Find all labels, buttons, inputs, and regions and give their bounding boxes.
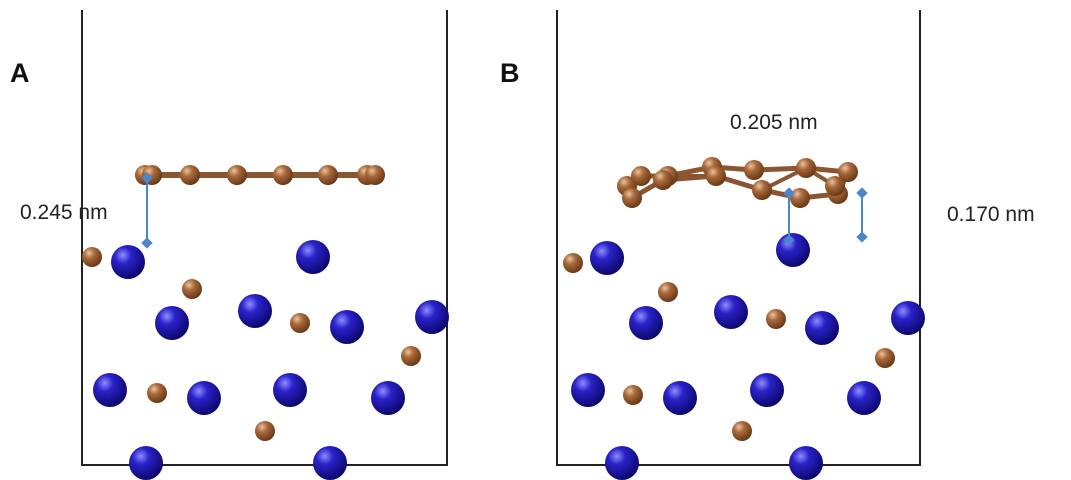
metal-atom xyxy=(663,381,697,415)
distance-marker-end xyxy=(856,231,867,242)
carbon-atom xyxy=(401,346,421,366)
metal-atom xyxy=(714,295,748,329)
carbon-atom xyxy=(825,176,845,196)
carbon-atom xyxy=(623,385,643,405)
figure: A B 0.245 nm 0.205 nm 0.170 nm xyxy=(0,0,1071,480)
metal-atom xyxy=(330,310,364,344)
carbon-atom xyxy=(796,158,816,178)
carbon-atom xyxy=(365,165,385,185)
metal-atom xyxy=(891,301,925,335)
carbon-atom xyxy=(732,421,752,441)
metal-atom xyxy=(629,306,663,340)
distance-label: 0.205 nm xyxy=(730,111,818,134)
metal-atom xyxy=(847,381,881,415)
metal-atom xyxy=(571,373,605,407)
carbon-atom xyxy=(766,309,786,329)
carbon-atom xyxy=(653,170,673,190)
metal-atom xyxy=(93,373,127,407)
metal-atom xyxy=(776,233,810,267)
metal-atom xyxy=(371,381,405,415)
carbon-atom xyxy=(255,421,275,441)
carbon-atom xyxy=(147,383,167,403)
metal-atom xyxy=(155,306,189,340)
metal-atom xyxy=(750,373,784,407)
carbon-atom xyxy=(227,165,247,185)
metal-atom xyxy=(273,373,307,407)
carbon-atom xyxy=(622,188,642,208)
metal-atom xyxy=(415,300,449,334)
metal-atom xyxy=(238,294,272,328)
carbon-atom xyxy=(752,180,772,200)
carbon-atom xyxy=(318,165,338,185)
carbon-atom xyxy=(290,313,310,333)
metal-atom xyxy=(187,381,221,415)
carbon-atom xyxy=(744,160,764,180)
distance-marker-end xyxy=(141,237,152,248)
metal-atom xyxy=(111,245,145,279)
carbon-atom xyxy=(875,348,895,368)
carbon-atom xyxy=(658,282,678,302)
metal-atom xyxy=(129,446,163,480)
metal-atom xyxy=(605,446,639,480)
distance-label: 0.170 nm xyxy=(947,203,1035,226)
carbon-atom xyxy=(631,166,651,186)
carbon-atom xyxy=(180,165,200,185)
metal-atom xyxy=(590,241,624,275)
distance-marker-end xyxy=(856,187,867,198)
distance-label: 0.245 nm xyxy=(20,201,108,224)
carbon-atom xyxy=(790,188,810,208)
panel-label: A xyxy=(10,58,30,88)
carbon-atom xyxy=(706,166,726,186)
carbon-atom xyxy=(182,279,202,299)
carbon-atom xyxy=(563,253,583,273)
metal-atom xyxy=(313,446,347,480)
metal-atom xyxy=(805,311,839,345)
metal-atom xyxy=(296,240,330,274)
carbon-atom xyxy=(273,165,293,185)
carbon-atom xyxy=(82,247,102,267)
metal-atom xyxy=(789,446,823,480)
panel-label: B xyxy=(500,58,520,88)
